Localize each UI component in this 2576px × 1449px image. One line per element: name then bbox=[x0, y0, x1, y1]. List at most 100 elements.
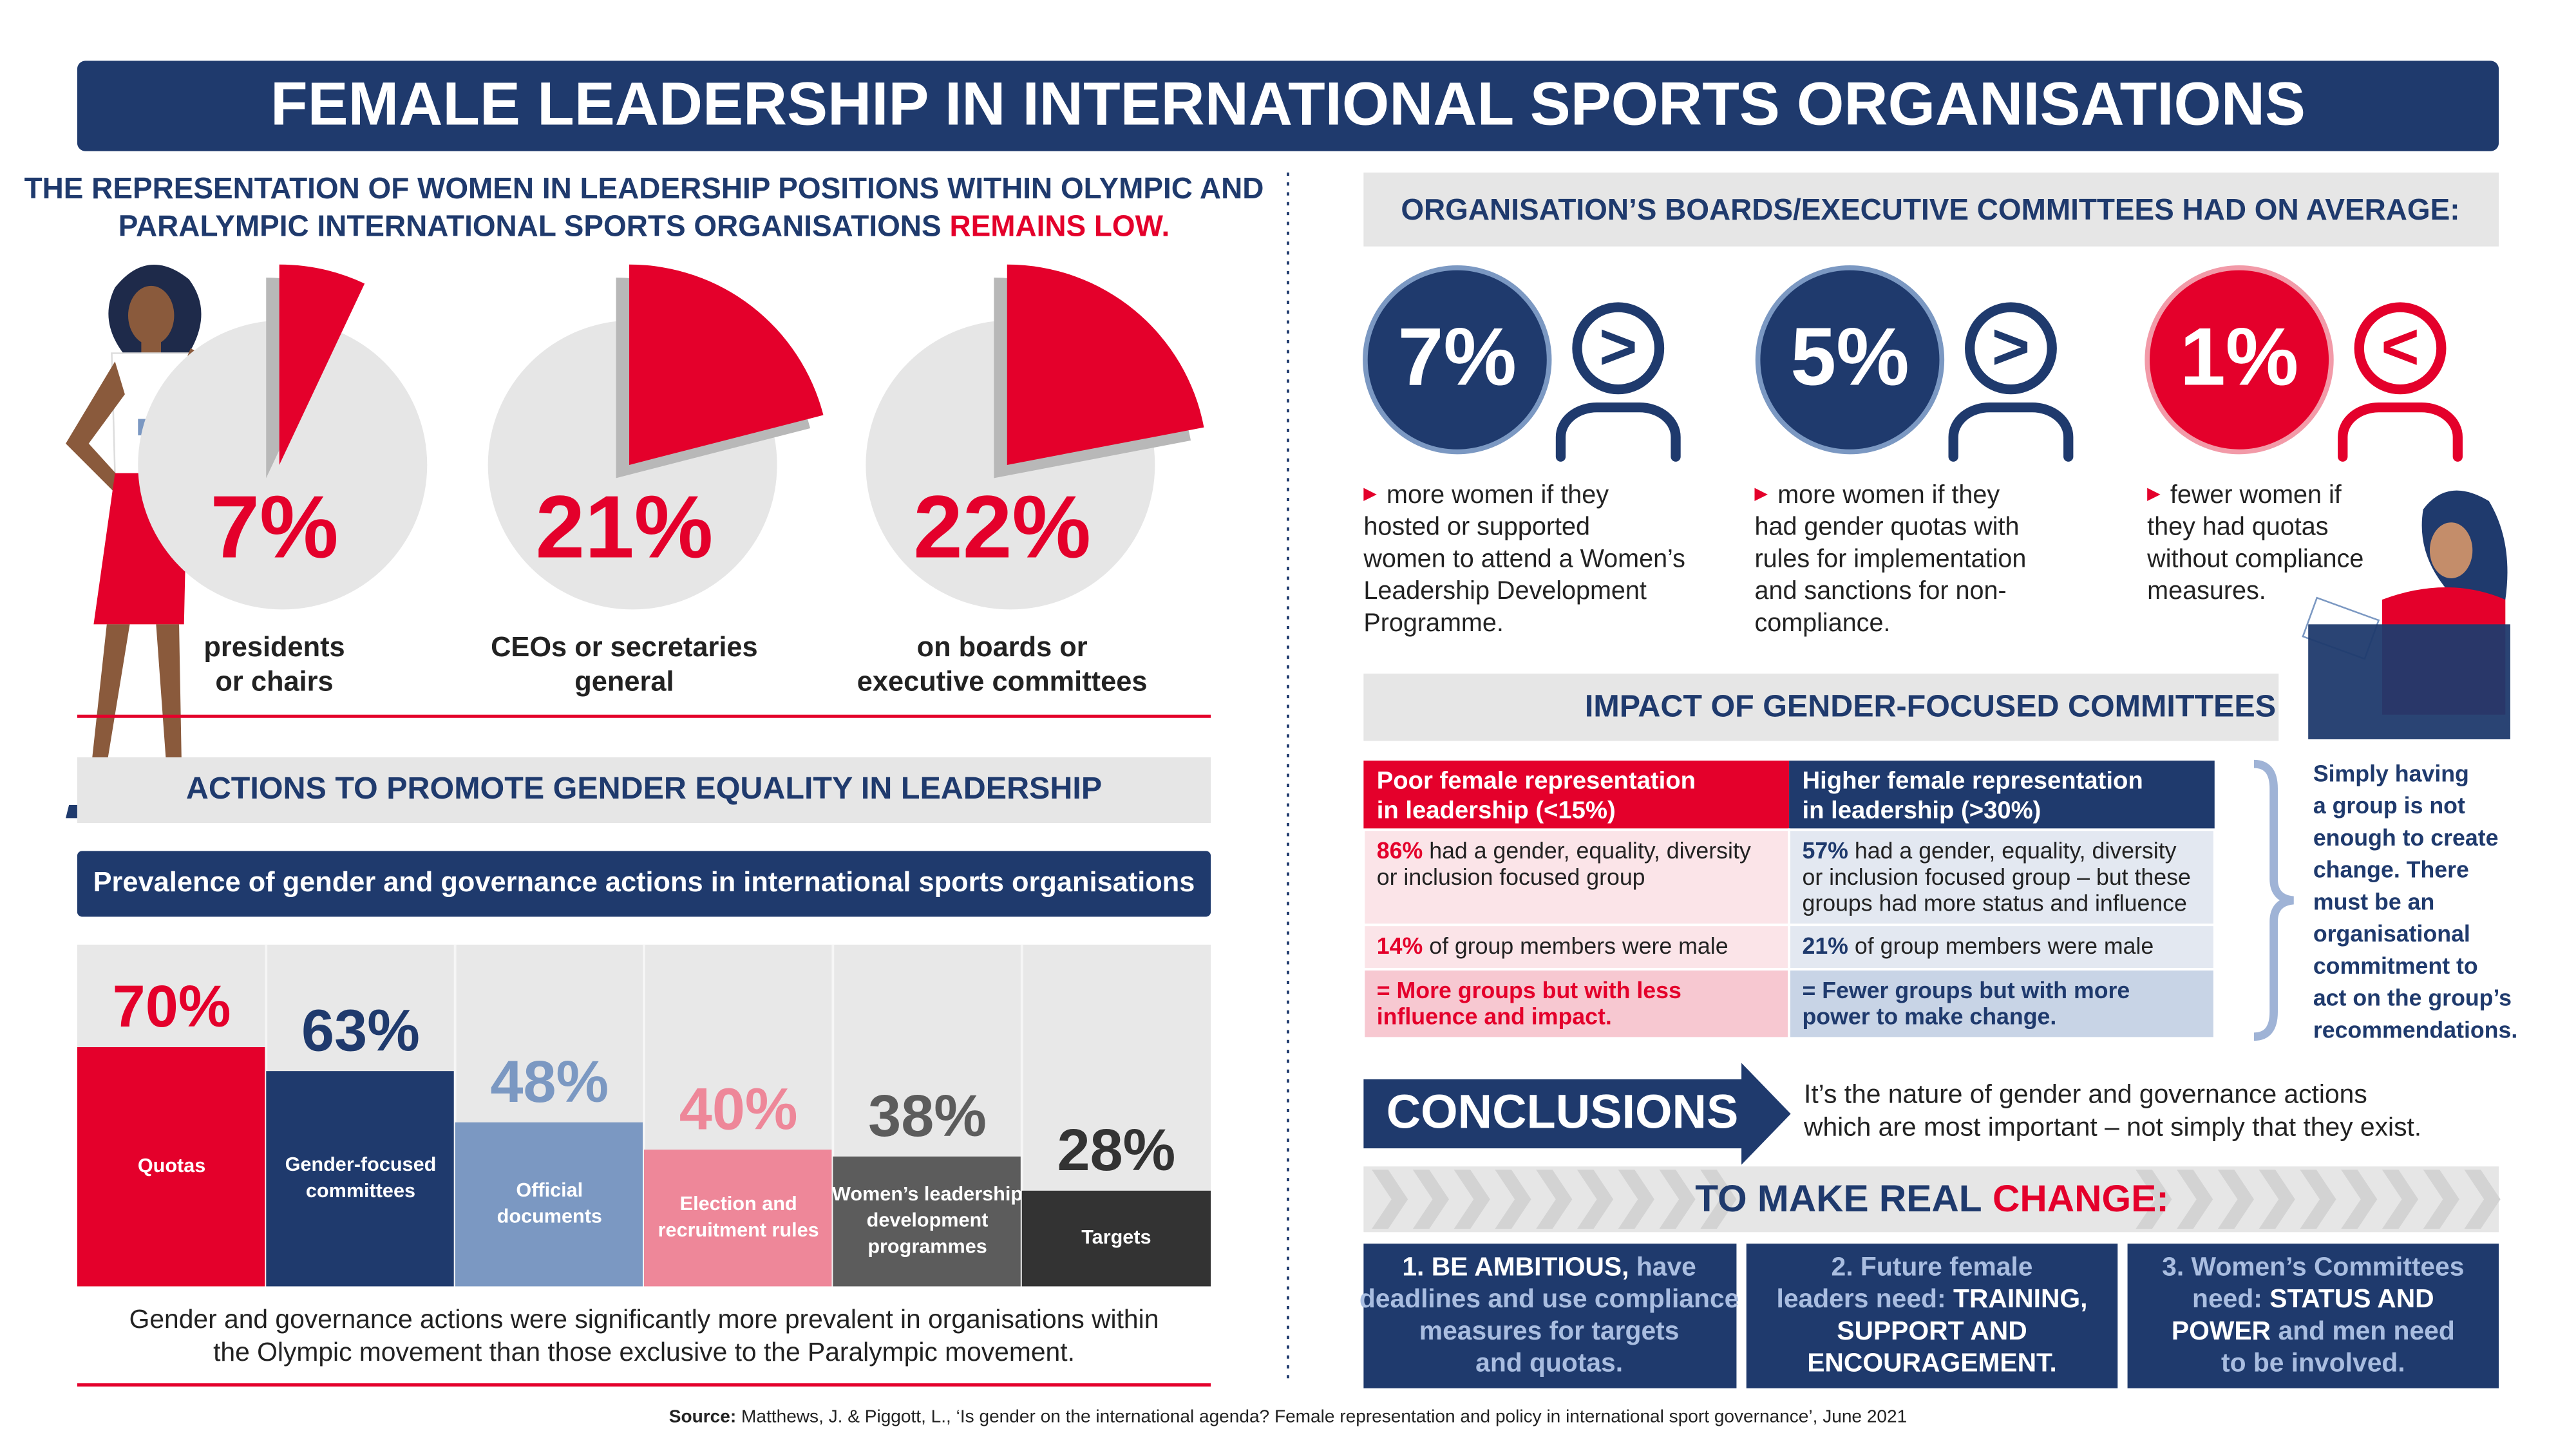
table-cell-text-segment: 14% bbox=[1377, 933, 1423, 959]
table-cell-text-segment: of group members were male bbox=[1855, 933, 2154, 959]
impact-heading-bar bbox=[1363, 673, 2279, 741]
icon-shoulders bbox=[2338, 402, 2463, 462]
bullet bbox=[1363, 488, 1377, 502]
table-cell-text: 86% had a gender, equality, diversity bbox=[1377, 838, 1751, 864]
impact-note: act on the group’s bbox=[2313, 985, 2512, 1011]
source: Source: Matthews, J. & Piggott, L., ‘Is g… bbox=[669, 1406, 1907, 1426]
table-cell-text-segment: = More groups but with less bbox=[1377, 978, 1681, 1003]
table-cell-text: groups had more status and influence bbox=[1802, 891, 2186, 916]
bar-category-label: Gender-focused bbox=[285, 1153, 437, 1175]
pie-background bbox=[138, 320, 428, 610]
change-box-text: 1. BE AMBITIOUS, have bbox=[1402, 1251, 1696, 1281]
change-heading-segment: CHANGE: bbox=[1993, 1177, 2169, 1219]
change-box-text: to be involved. bbox=[2221, 1347, 2405, 1377]
change-box-text: need: STATUS AND bbox=[2192, 1283, 2434, 1313]
change-box-text-segment: TRAINING, bbox=[1953, 1283, 2088, 1313]
pie-category-label: or chairs bbox=[215, 667, 333, 697]
table-header-text: in leadership (>30%) bbox=[1802, 796, 2041, 824]
stat-description: more women if they bbox=[1777, 480, 2000, 509]
stat-description: more women if they bbox=[1387, 480, 1609, 509]
bar-chart-title: Prevalence of gender and governance acti… bbox=[93, 867, 1195, 898]
bar-category-label: Targets bbox=[1081, 1226, 1151, 1248]
table-cell-text: power to make change. bbox=[1802, 1004, 2056, 1030]
brace bbox=[2253, 759, 2295, 1041]
chevron bbox=[1577, 1170, 1614, 1229]
woman-desk-illustration bbox=[2302, 490, 2510, 739]
table-cell-text-segment: 21% bbox=[1802, 933, 1848, 959]
icon-shoulders bbox=[1948, 402, 2074, 462]
bar-value-label: 63% bbox=[301, 998, 420, 1063]
stat-value: 7% bbox=[1398, 311, 1517, 402]
conclusions-label: CONCLUSIONS bbox=[1387, 1085, 1739, 1139]
change-box-text-segment: 1. BE AMBITIOUS, bbox=[1402, 1251, 1629, 1281]
table-cell-text-segment: or inclusion focused group – but these bbox=[1802, 864, 2190, 890]
change-box-text-segment: SUPPORT AND bbox=[1837, 1316, 2027, 1345]
change-box-text-segment: STATUS AND bbox=[2269, 1283, 2434, 1313]
table-header-text: Higher female representation bbox=[1802, 766, 2143, 794]
stat-description: women to attend a Women’s bbox=[1363, 544, 1685, 573]
change-box-text-segment: ENCOURAGEMENT. bbox=[1807, 1347, 2057, 1377]
chevron bbox=[2341, 1170, 2378, 1229]
bar-category-label: programmes bbox=[867, 1236, 987, 1258]
source-segment: Source: bbox=[669, 1406, 736, 1426]
bar-value-label: 40% bbox=[679, 1076, 798, 1142]
change-box-text-segment: and quotas. bbox=[1475, 1347, 1623, 1377]
table-cell-text: or inclusion focused group bbox=[1377, 864, 1645, 890]
change-heading-segment: TO MAKE REAL bbox=[1695, 1177, 1982, 1219]
representation-heading: PARALYMPIC INTERNATIONAL SPORTS ORGANISA… bbox=[118, 209, 1170, 243]
bar-title-bar bbox=[77, 851, 1211, 917]
pie-category-label: general bbox=[574, 667, 674, 697]
impact-note: Simply having bbox=[2313, 761, 2469, 787]
chevron bbox=[1495, 1170, 1531, 1229]
bar-value-label: 70% bbox=[113, 974, 231, 1039]
actions-heading: ACTIONS TO PROMOTE GENDER EQUALITY IN LE… bbox=[186, 771, 1102, 806]
chevron bbox=[1618, 1170, 1654, 1229]
icon-head bbox=[2354, 302, 2447, 395]
icon-symbol: > bbox=[1992, 310, 2031, 383]
stat-description: they had quotas bbox=[2147, 513, 2328, 541]
bullet bbox=[2147, 488, 2161, 502]
chevron bbox=[1659, 1170, 1696, 1229]
change-box-text-segment: to be involved. bbox=[2221, 1347, 2405, 1377]
pie-sector bbox=[279, 264, 365, 465]
change-box-text: ENCOURAGEMENT. bbox=[1807, 1347, 2057, 1377]
table-cell-text-segment: 86% bbox=[1377, 838, 1423, 864]
table-header bbox=[1789, 761, 2215, 830]
impact-note: change. There bbox=[2313, 857, 2469, 883]
boards-heading-bar bbox=[1363, 172, 2499, 247]
bar-category-label: committees bbox=[306, 1180, 415, 1202]
impact-note: a group is not bbox=[2313, 793, 2465, 819]
bar-category-label: recruitment rules bbox=[658, 1219, 819, 1241]
change-box-text-segment: and men need bbox=[2278, 1316, 2454, 1345]
chevron bbox=[2136, 1170, 2172, 1229]
chevron bbox=[2300, 1170, 2336, 1229]
stat-circle bbox=[2145, 265, 2334, 455]
table-cell-text: 57% had a gender, equality, diversity bbox=[1802, 838, 2176, 864]
actions-note: the Olympic movement than those exclusiv… bbox=[213, 1337, 1075, 1367]
representation-heading-segment: REMAINS LOW. bbox=[949, 209, 1170, 243]
table-cell-text-segment: groups had more status and influence bbox=[1802, 891, 2186, 916]
title-bar bbox=[77, 61, 2499, 151]
change-box-text: and quotas. bbox=[1475, 1347, 1623, 1377]
stat-description: and sanctions for non- bbox=[1754, 576, 2006, 605]
change-box-text-segment: need: bbox=[2192, 1283, 2262, 1313]
pie-value-label: 21% bbox=[536, 477, 714, 576]
bar bbox=[455, 1122, 644, 1287]
bar-category-label: Women’s leadership bbox=[832, 1183, 1023, 1205]
table-header-text: Poor female representation bbox=[1377, 766, 1696, 794]
icon-shoulders bbox=[1555, 402, 1681, 462]
change-box-text: 2. Future female bbox=[1832, 1251, 2033, 1281]
bar-category-label: development bbox=[867, 1209, 989, 1231]
actions-note: Gender and governance actions were signi… bbox=[129, 1304, 1159, 1334]
actions-heading-bar bbox=[77, 757, 1211, 824]
representation-heading-segment: THE REPRESENTATION OF WOMEN IN LEADERSHI… bbox=[24, 171, 1264, 205]
chevron bbox=[1454, 1170, 1490, 1229]
bar-category-label: Official bbox=[516, 1179, 583, 1201]
table-cell-text: = More groups but with less bbox=[1377, 978, 1681, 1003]
conclusions-text: which are most important – not simply th… bbox=[1803, 1112, 2421, 1141]
stat-description: fewer women if bbox=[2170, 480, 2342, 509]
table-cell-text-segment: 57% bbox=[1802, 838, 1848, 864]
pie-sector bbox=[1007, 264, 1204, 465]
